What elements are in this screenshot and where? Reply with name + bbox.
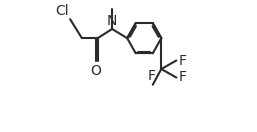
Text: F: F: [179, 70, 187, 84]
Text: F: F: [179, 54, 187, 68]
Text: Cl: Cl: [55, 4, 69, 18]
Text: F: F: [148, 69, 155, 83]
Text: O: O: [90, 64, 101, 78]
Text: N: N: [107, 14, 117, 28]
